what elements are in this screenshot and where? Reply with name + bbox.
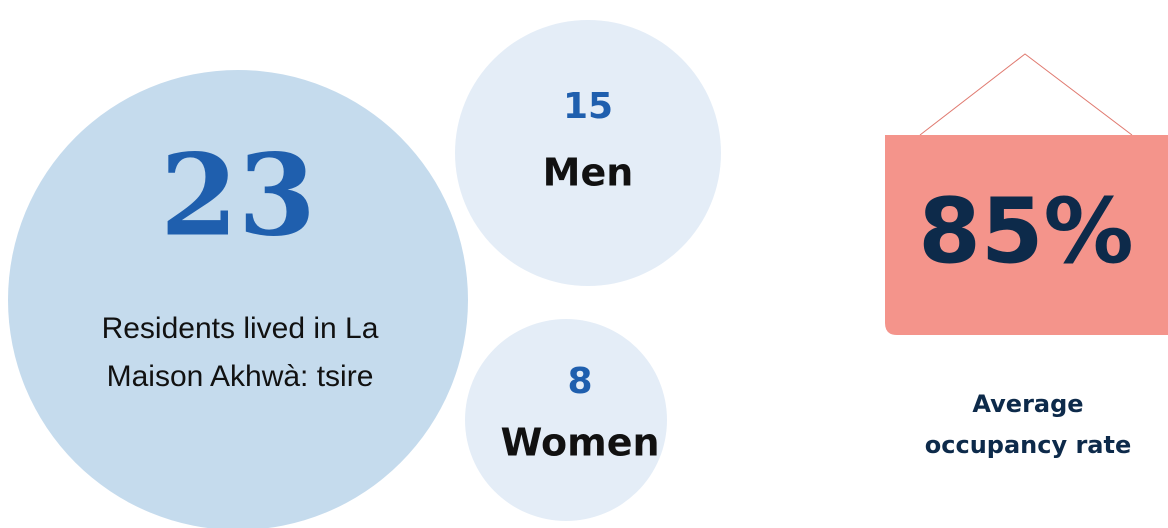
men-count: 15: [563, 86, 613, 127]
residents-description: Residents lived in La: [102, 312, 379, 345]
men-label: Men: [543, 151, 634, 195]
sign-string: [919, 53, 1133, 136]
occupancy-value: 85%: [918, 179, 1133, 284]
women-label: Women: [500, 421, 659, 465]
women-count: 8: [567, 361, 592, 402]
occupancy-caption: occupancy rate: [925, 431, 1132, 459]
residents-description: Maison Akhwà: tsire: [107, 360, 374, 393]
residents-circle: [8, 70, 468, 528]
occupancy-caption: Average: [972, 390, 1083, 418]
sign-board: [885, 135, 1168, 335]
women-circle: [465, 319, 667, 521]
residents-total: 23: [160, 130, 316, 261]
men-circle: [455, 20, 721, 286]
